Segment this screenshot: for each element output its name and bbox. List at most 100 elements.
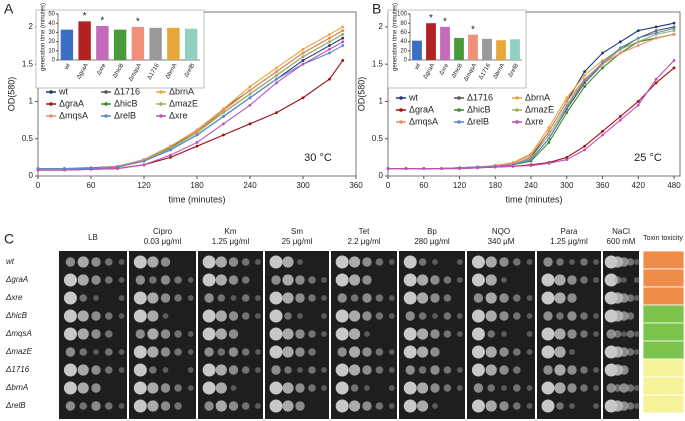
toxicity-cell <box>642 322 685 342</box>
colony-spot <box>91 383 101 393</box>
y-tick-label: 2 <box>29 22 34 31</box>
y-tick-label: 50 <box>48 12 55 18</box>
legend-label: wt <box>58 86 68 96</box>
legend-marker <box>159 90 163 94</box>
data-point <box>248 85 252 88</box>
toxicity-cell <box>642 268 685 288</box>
colony-spot <box>543 257 553 267</box>
colony-spot <box>430 293 440 303</box>
x-tick-label: 60 <box>419 181 428 190</box>
colony-spot <box>418 312 427 320</box>
colony-spot <box>485 274 497 286</box>
colony-spot <box>633 331 640 337</box>
legend-label: ΔmqsA <box>59 110 88 120</box>
colony-spot <box>174 384 182 392</box>
x-tick-label: 0 <box>36 181 41 190</box>
colony-spot <box>271 365 281 375</box>
colony-spot <box>362 257 372 267</box>
significance-mark: * <box>429 13 433 24</box>
data-point <box>565 96 569 100</box>
data-point <box>301 47 305 51</box>
y-axis-title: generation time (minutes) <box>41 3 47 71</box>
colony-spot <box>91 401 101 411</box>
data-point <box>169 144 172 148</box>
legend-label: ΔmqsA <box>409 116 438 126</box>
colony-spot <box>118 367 125 373</box>
colony-spot <box>513 384 521 392</box>
data-point <box>583 85 587 88</box>
colony-spot <box>621 331 627 337</box>
bar <box>440 26 450 61</box>
row-label: Δ1716 <box>5 365 30 374</box>
data-point <box>275 70 278 74</box>
colony-spot <box>619 311 629 321</box>
column-header: LB <box>88 233 98 242</box>
colony-spot <box>362 293 372 303</box>
colony-spot <box>282 346 294 358</box>
colony-spot <box>349 310 361 322</box>
data-point <box>248 122 252 126</box>
colony-spot <box>619 365 629 375</box>
colony-spot <box>403 255 417 269</box>
colony-spot <box>569 259 575 265</box>
data-point <box>341 40 345 44</box>
data-point <box>386 167 390 170</box>
colony-spot <box>269 327 283 341</box>
data-point <box>301 51 305 55</box>
colony-spot <box>63 291 77 305</box>
legend-marker <box>49 114 53 118</box>
column-header: Cipro <box>153 227 173 236</box>
colony-spot <box>471 399 485 413</box>
colony-spot <box>160 275 171 285</box>
colony-spot <box>93 349 99 355</box>
data-point <box>583 79 587 82</box>
data-point <box>493 165 497 169</box>
y-tick-label: 40 <box>400 39 407 45</box>
colony-spot <box>567 365 577 375</box>
x-tick-label: 120 <box>137 181 151 190</box>
data-point <box>222 114 225 118</box>
colony-spot <box>403 291 417 305</box>
colony-spot <box>297 259 303 265</box>
colony-spot <box>541 381 555 395</box>
column-dose: 1.25 μg/ml <box>212 237 250 246</box>
colony-spot <box>567 383 577 393</box>
row-label: ΔmazE <box>5 347 32 356</box>
legend-marker <box>399 108 403 112</box>
colony-spot <box>335 363 349 377</box>
bar <box>426 23 436 60</box>
bar <box>496 40 506 60</box>
colony-spot <box>241 366 250 374</box>
colony-spot <box>349 364 361 376</box>
y-tick-label: 30 <box>48 30 55 36</box>
data-point <box>583 70 587 74</box>
colony-spot <box>228 329 239 339</box>
data-point <box>547 129 551 133</box>
colony-spot <box>513 312 521 320</box>
y-tick-label: 0 <box>52 58 56 64</box>
colony-spot <box>297 313 303 319</box>
colony-spot <box>63 363 77 377</box>
legend-label: Δ1716 <box>114 86 140 96</box>
legend-marker <box>515 96 519 100</box>
colony-spot <box>499 365 509 375</box>
row-label: Δxre <box>5 293 23 302</box>
colony-spot <box>215 310 227 322</box>
colony-spot <box>499 347 509 357</box>
colony-spot <box>580 312 588 320</box>
colony-spot <box>633 385 640 391</box>
colony-spot <box>160 329 171 339</box>
colony-spot <box>77 382 89 394</box>
colony-spot <box>349 256 361 268</box>
data-point <box>619 40 622 44</box>
data-point <box>619 114 622 118</box>
colony-spot <box>621 277 627 283</box>
colony-spot <box>362 365 372 375</box>
legend-marker <box>457 96 461 100</box>
colony-spot <box>321 367 327 373</box>
legend-marker <box>159 102 163 106</box>
data-point <box>458 167 461 170</box>
row-label: ΔhicB <box>5 311 28 320</box>
y-axis-title: OD(580) <box>6 77 16 112</box>
